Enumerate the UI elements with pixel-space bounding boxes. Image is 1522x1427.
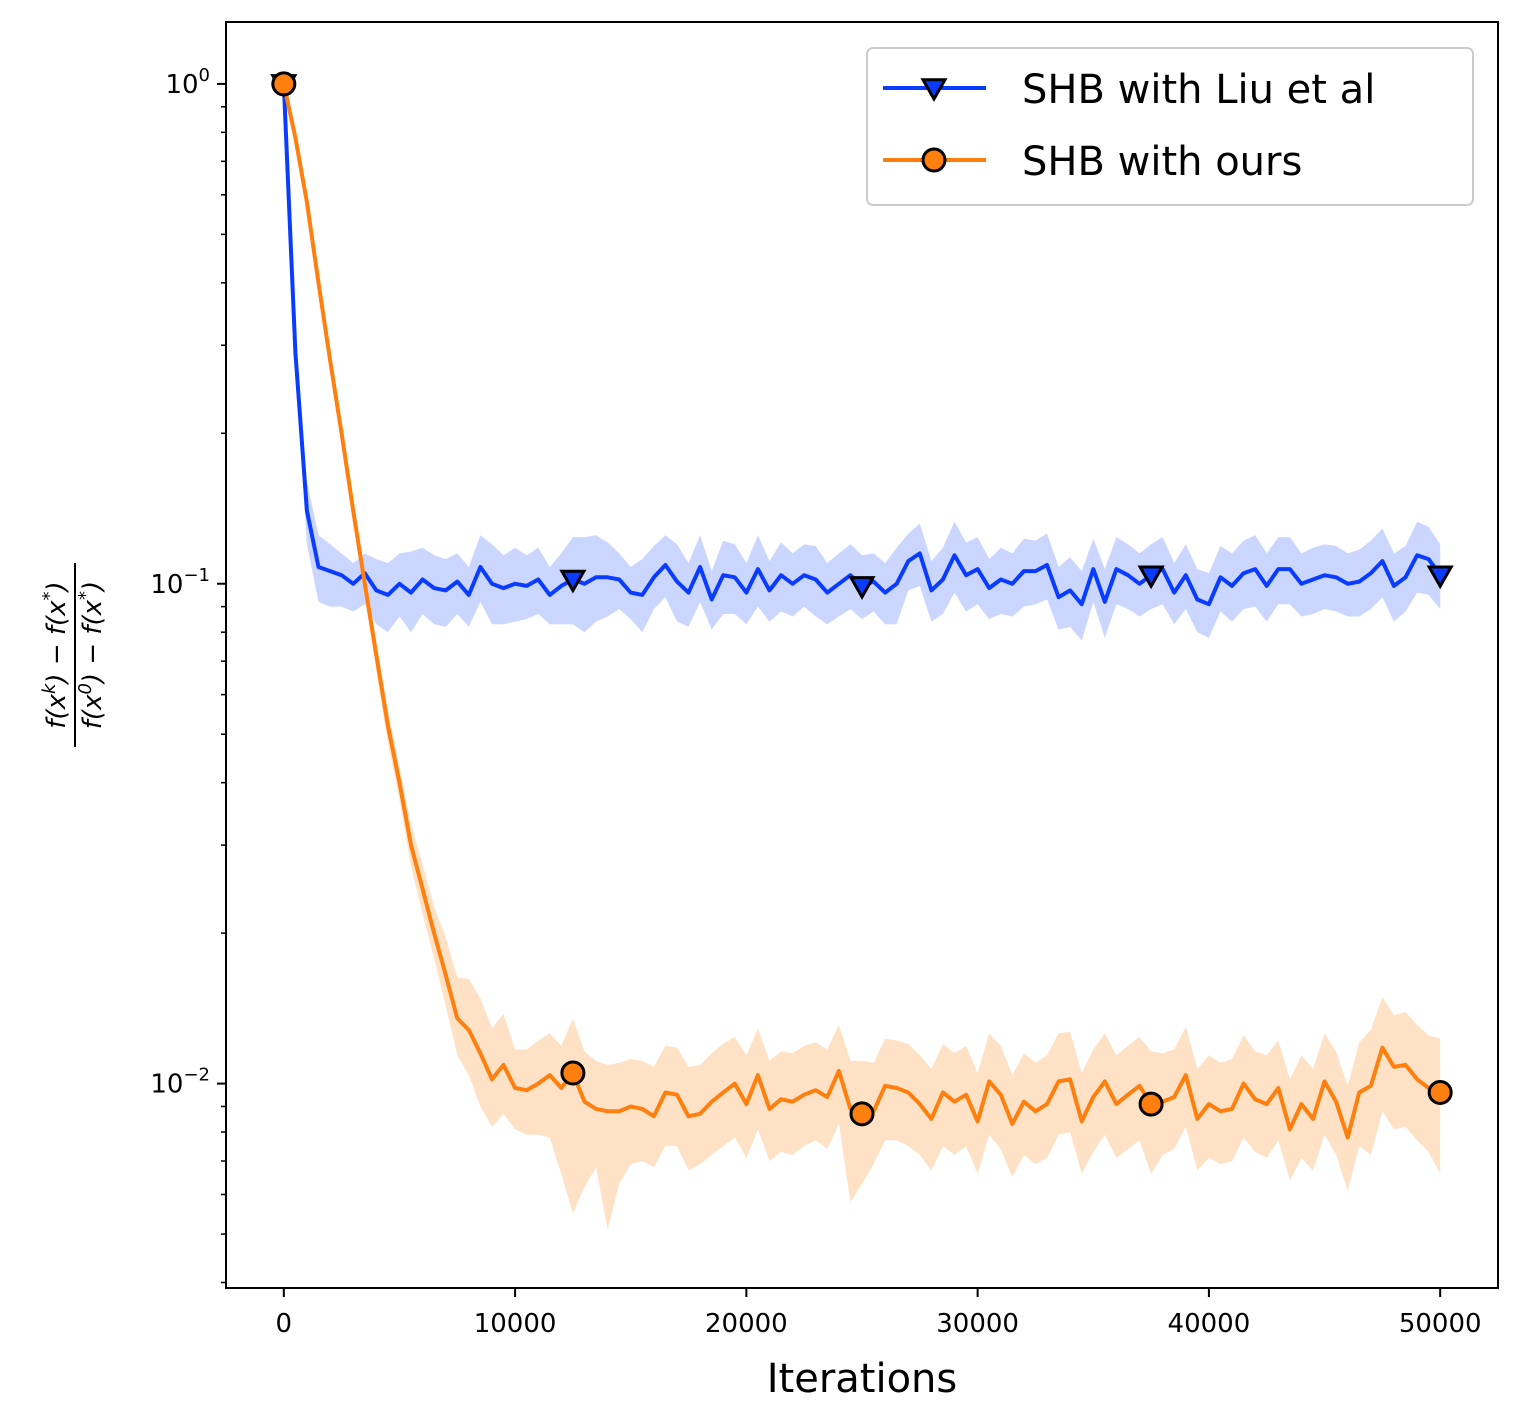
legend: SHB with Liu et al SHB with ours (866, 47, 1474, 206)
x-tick-label: 0 (276, 1309, 293, 1339)
y-axis-ticks: 100 10−1 10−2 (150, 65, 226, 1284)
confidence-bands (283, 83, 1441, 1230)
x-tick-label: 10000 (474, 1309, 557, 1339)
x-tick-label: 30000 (936, 1309, 1019, 1339)
y-label-numerator: f(xk) − f(x*) (39, 581, 72, 728)
marker-shb-ours (271, 71, 297, 97)
y-tick-label: 100 (165, 65, 210, 100)
marker-shb-ours (560, 1060, 586, 1086)
y-axis-label: f(xk) − f(x*) f(x0) − f(x*) (39, 563, 108, 747)
marker-shb-ours (1427, 1079, 1453, 1105)
legend-marker-triangle-icon (920, 78, 948, 103)
marker-shb-liu (559, 569, 587, 594)
plot-area (270, 71, 1454, 1230)
y-tick-label: 10−1 (150, 565, 210, 600)
x-axis-label: Iterations (767, 1356, 958, 1402)
marker-shb-liu (1426, 565, 1454, 590)
axes-frame (225, 21, 1499, 1289)
x-tick-label: 20000 (705, 1309, 788, 1339)
y-tick-label: 10−2 (150, 1065, 210, 1100)
marker-shb-liu (848, 576, 876, 600)
x-tick-label: 40000 (1168, 1309, 1251, 1339)
legend-label-shb-ours: SHB with ours (1022, 139, 1302, 185)
legend-box (866, 47, 1474, 206)
marker-shb-liu (1137, 565, 1165, 590)
y-label-denominator: f(x0) − f(x*) (75, 581, 108, 729)
x-tick-label: 50000 (1399, 1309, 1482, 1339)
marker-shb-ours (1138, 1091, 1164, 1117)
series-markers (270, 71, 1454, 1127)
band-shb-ours (283, 83, 1441, 1230)
legend-marker-circle-icon (921, 147, 947, 173)
marker-shb-ours (849, 1101, 875, 1127)
x-axis-ticks: 0 10000 20000 30000 40000 50000 (276, 1288, 1482, 1339)
legend-label-shb-liu: SHB with Liu et al (1022, 67, 1375, 113)
